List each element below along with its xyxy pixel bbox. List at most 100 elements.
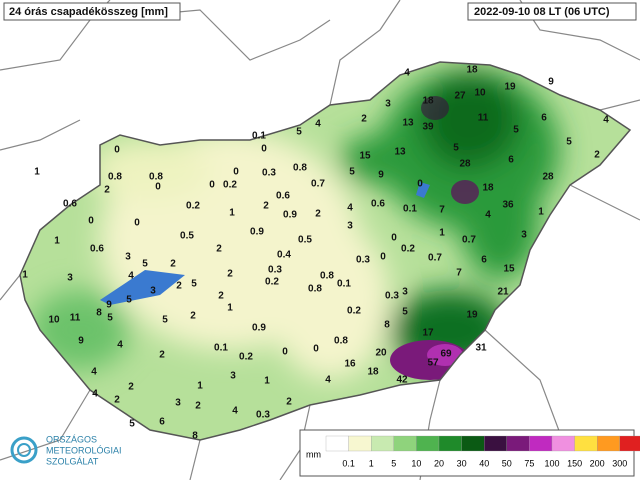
- legend-tick: 5: [391, 458, 396, 468]
- station-value: 0.1: [214, 343, 228, 354]
- station-value: 0.5: [298, 235, 312, 246]
- station-value: 9: [106, 300, 112, 311]
- station-value: 42: [396, 375, 408, 386]
- station-value: 27: [454, 91, 466, 102]
- station-value: 0.7: [311, 179, 325, 190]
- station-value: 10: [48, 315, 60, 326]
- station-value: 0: [155, 182, 161, 193]
- station-value: 1: [197, 381, 203, 392]
- legend-tick: 150: [567, 458, 582, 468]
- legend-swatch: [574, 435, 598, 452]
- station-value: 28: [542, 172, 554, 183]
- station-value: 2: [227, 269, 233, 280]
- legend-swatch: [325, 435, 349, 452]
- legend-swatch: [438, 435, 462, 452]
- station-value: 57: [427, 358, 439, 369]
- station-value: 3: [150, 286, 156, 297]
- country-border: [19, 61, 632, 441]
- station-value: 0: [391, 233, 397, 244]
- station-value: 5: [453, 143, 459, 154]
- station-value: 3: [402, 287, 408, 298]
- station-value: 5: [402, 307, 408, 318]
- legend-swatch: [506, 435, 530, 452]
- station-value: 19: [504, 82, 516, 93]
- station-value: 0.1: [252, 131, 266, 142]
- station-value: 0.8: [293, 163, 307, 174]
- station-value: 5: [129, 419, 135, 430]
- station-value: 4: [485, 210, 491, 221]
- station-value: 0.9: [283, 210, 297, 221]
- station-value: 1: [538, 207, 544, 218]
- station-value: 5: [107, 313, 113, 324]
- station-value: 0.8: [149, 172, 163, 183]
- station-value: 4: [117, 340, 123, 351]
- station-value: 2: [218, 291, 224, 302]
- station-value: 0.2: [186, 201, 200, 212]
- station-value: 2: [104, 185, 110, 196]
- station-value: 4: [92, 389, 98, 400]
- station-value: 1: [229, 208, 235, 219]
- station-value: 0: [261, 144, 267, 155]
- station-value: 0.3: [256, 410, 270, 421]
- legend-tick: 10: [411, 458, 421, 468]
- station-value: 2: [159, 350, 165, 361]
- station-value: 0.8: [308, 284, 322, 295]
- station-value: 2: [315, 209, 321, 220]
- station-value: 39: [422, 122, 434, 133]
- station-value: 0.6: [90, 244, 104, 255]
- title: 24 órás csapadékösszeg [mm]: [9, 6, 168, 18]
- station-value: 21: [497, 287, 509, 298]
- station-value: 4: [315, 119, 321, 130]
- station-value: 5: [162, 315, 168, 326]
- station-value: 2: [190, 311, 196, 322]
- station-value: 0.2: [265, 277, 279, 288]
- legend-tick: 200: [590, 458, 605, 468]
- station-value: 4: [603, 115, 609, 126]
- station-value: 0.4: [277, 250, 291, 261]
- station-value: 0.8: [108, 172, 122, 183]
- logo-line: SZOLGÁLAT: [46, 456, 99, 466]
- legend-unit: mm: [306, 449, 321, 459]
- station-value: 4: [404, 68, 410, 79]
- station-value: 1: [264, 376, 270, 387]
- legend-swatch: [348, 435, 372, 452]
- station-value: 2: [263, 201, 269, 212]
- station-value: 0.5: [180, 231, 194, 242]
- legend-swatch: [393, 435, 417, 452]
- station-value: 2: [216, 244, 222, 255]
- legend-tick: 1: [369, 458, 374, 468]
- legend-swatch: [529, 435, 553, 452]
- station-value: 1: [227, 303, 233, 314]
- station-value: 2: [176, 281, 182, 292]
- station-value: 3: [230, 371, 236, 382]
- station-value: 0.3: [356, 255, 370, 266]
- legend-swatch: [619, 435, 640, 452]
- station-value: 6: [508, 155, 514, 166]
- station-value: 31: [475, 343, 487, 354]
- station-value: 0.3: [385, 291, 399, 302]
- station-value: 5: [191, 279, 197, 290]
- logo-line: METEOROLÓGIAI: [46, 445, 122, 455]
- station-value: 4: [232, 406, 238, 417]
- logo: ORSZÁGOS METEOROLÓGIAI SZOLGÁLAT: [10, 434, 122, 466]
- station-value: 0.7: [428, 253, 442, 264]
- legend-swatch: [461, 435, 485, 452]
- station-value: 11: [70, 313, 81, 324]
- station-value: 0.8: [320, 271, 334, 282]
- station-value: 4: [91, 367, 97, 378]
- legend: 0.1 1 5 10 20 30 40 50 75 100 150 200 300: [325, 435, 640, 468]
- station-value: 2: [128, 382, 134, 393]
- station-value: 9: [548, 77, 554, 88]
- station-value: 19: [466, 310, 478, 321]
- station-value: 0.2: [347, 306, 361, 317]
- station-value: 8: [384, 320, 390, 331]
- station-value: 0: [88, 216, 94, 227]
- legend-tick: 40: [479, 458, 489, 468]
- station-value: 18: [466, 65, 478, 76]
- station-value: 10: [474, 88, 486, 99]
- station-value: 3: [521, 230, 527, 241]
- station-value: 3: [125, 252, 131, 263]
- station-value: 5: [296, 127, 302, 138]
- station-value: 3: [347, 221, 353, 232]
